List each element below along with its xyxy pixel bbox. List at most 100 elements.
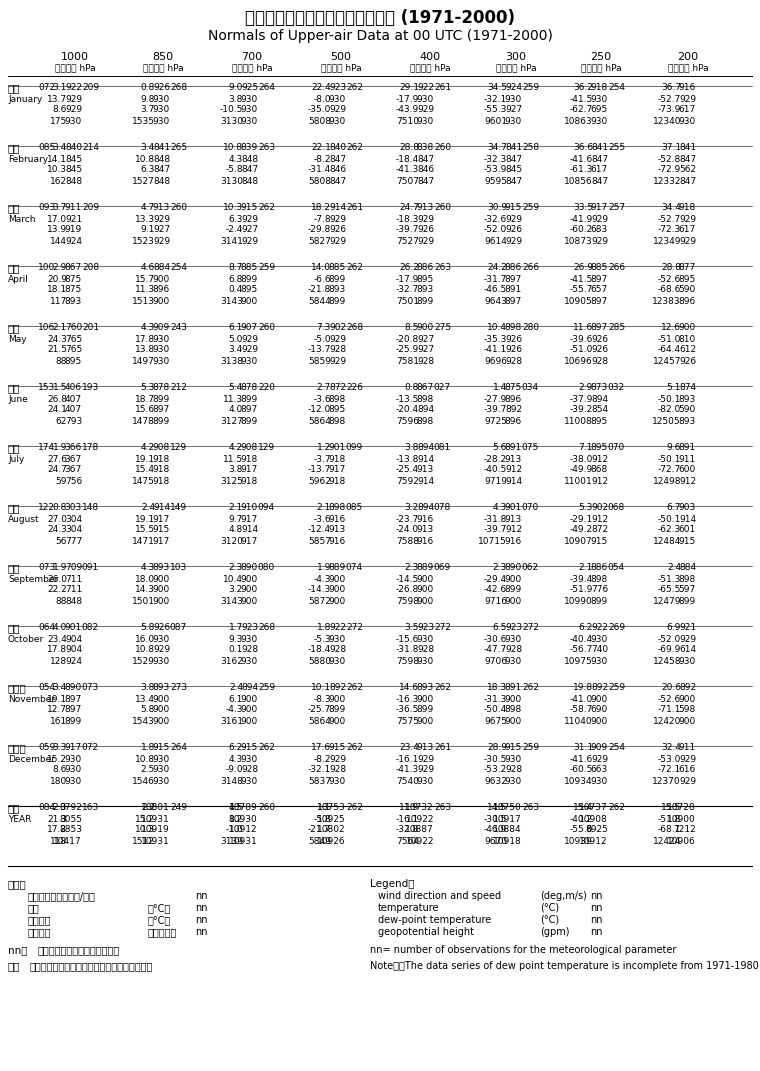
Text: 914: 914 bbox=[417, 477, 434, 485]
Text: 1529: 1529 bbox=[132, 657, 155, 665]
Text: 912: 912 bbox=[679, 477, 696, 485]
Text: 885: 885 bbox=[329, 263, 346, 272]
Text: -32.8: -32.8 bbox=[396, 826, 419, 834]
Text: 262: 262 bbox=[346, 144, 363, 152]
Text: 23.4: 23.4 bbox=[399, 743, 419, 753]
Text: -52.8: -52.8 bbox=[657, 154, 681, 164]
Text: 2.1: 2.1 bbox=[579, 563, 593, 573]
Text: 8792: 8792 bbox=[59, 803, 82, 813]
Text: -50.1: -50.1 bbox=[657, 454, 681, 464]
Text: 908: 908 bbox=[241, 443, 258, 453]
Text: 10728: 10728 bbox=[667, 803, 696, 813]
Text: April: April bbox=[8, 274, 29, 284]
Text: -49.2: -49.2 bbox=[570, 526, 593, 534]
Text: 930: 930 bbox=[65, 766, 82, 774]
Text: 930: 930 bbox=[329, 776, 346, 785]
Text: 11.3: 11.3 bbox=[135, 286, 155, 295]
Text: 8.2: 8.2 bbox=[229, 815, 243, 824]
Text: 2.5: 2.5 bbox=[141, 766, 155, 774]
Text: 847: 847 bbox=[679, 154, 696, 164]
Text: 590: 590 bbox=[679, 286, 696, 295]
Text: 899: 899 bbox=[241, 394, 258, 404]
Text: 074: 074 bbox=[346, 563, 363, 573]
Text: wind direction and speed: wind direction and speed bbox=[378, 891, 501, 901]
Text: 3.8: 3.8 bbox=[141, 683, 155, 693]
Text: 3.1: 3.1 bbox=[52, 84, 67, 92]
Text: 3127: 3127 bbox=[220, 417, 243, 425]
Text: -38.0: -38.0 bbox=[570, 454, 593, 464]
Text: 37.1: 37.1 bbox=[661, 144, 681, 152]
Text: 918: 918 bbox=[153, 477, 170, 485]
Text: （°C）: （°C） bbox=[148, 915, 171, 925]
Text: 100: 100 bbox=[38, 263, 55, 272]
Text: 072: 072 bbox=[38, 84, 55, 92]
Text: 溫度: 溫度 bbox=[28, 903, 40, 912]
Text: 929: 929 bbox=[591, 237, 608, 245]
Text: 4.0: 4.0 bbox=[229, 406, 243, 414]
Text: 118: 118 bbox=[49, 836, 67, 845]
Text: -17.9: -17.9 bbox=[396, 94, 419, 104]
Text: 10863: 10863 bbox=[564, 117, 593, 125]
Text: 263: 263 bbox=[434, 803, 451, 813]
Text: 4.2: 4.2 bbox=[141, 443, 155, 453]
Text: -16.3: -16.3 bbox=[396, 694, 419, 704]
Text: 908: 908 bbox=[153, 443, 170, 453]
Text: -25.7: -25.7 bbox=[308, 706, 331, 714]
Text: 5.1: 5.1 bbox=[667, 383, 681, 392]
Text: 304: 304 bbox=[65, 526, 82, 534]
Text: -35.3: -35.3 bbox=[483, 334, 507, 344]
Text: 899: 899 bbox=[591, 597, 608, 605]
Text: 927: 927 bbox=[153, 226, 170, 235]
Text: 929: 929 bbox=[329, 214, 346, 224]
Text: 6.3: 6.3 bbox=[141, 166, 155, 175]
Text: 8055: 8055 bbox=[59, 815, 82, 824]
Text: 百帕斯卡 hPa: 百帕斯卡 hPa bbox=[581, 63, 622, 73]
Text: 10.1: 10.1 bbox=[311, 683, 331, 693]
Text: 929: 929 bbox=[153, 237, 170, 245]
Text: 900: 900 bbox=[416, 597, 434, 605]
Text: 902: 902 bbox=[591, 503, 608, 513]
Text: 175: 175 bbox=[49, 117, 67, 125]
Text: 900: 900 bbox=[329, 597, 346, 605]
Text: 080: 080 bbox=[258, 563, 275, 573]
Text: 891: 891 bbox=[505, 683, 522, 693]
Text: 900: 900 bbox=[241, 716, 258, 725]
Text: 929: 929 bbox=[153, 646, 170, 654]
Text: 917: 917 bbox=[153, 537, 170, 545]
Text: 889: 889 bbox=[416, 563, 434, 573]
Text: 9.7: 9.7 bbox=[229, 514, 243, 524]
Text: 254: 254 bbox=[170, 263, 187, 272]
Text: 927: 927 bbox=[417, 346, 434, 355]
Text: 930: 930 bbox=[153, 657, 170, 665]
Text: -60.2: -60.2 bbox=[570, 226, 593, 235]
Text: -16.1: -16.1 bbox=[396, 754, 419, 764]
Text: -41.3: -41.3 bbox=[396, 766, 419, 774]
Text: 929: 929 bbox=[505, 214, 522, 224]
Text: (°C): (°C) bbox=[540, 915, 559, 925]
Text: 616: 616 bbox=[679, 766, 696, 774]
Text: 10926: 10926 bbox=[318, 836, 346, 845]
Text: 9716: 9716 bbox=[484, 597, 507, 605]
Text: dew-point temperature: dew-point temperature bbox=[378, 915, 491, 925]
Text: -30.5: -30.5 bbox=[483, 754, 507, 764]
Text: 909: 909 bbox=[591, 743, 608, 753]
Text: 915: 915 bbox=[505, 203, 522, 212]
Text: 十一月: 十一月 bbox=[8, 683, 27, 693]
Text: 854: 854 bbox=[591, 406, 608, 414]
Text: 872: 872 bbox=[591, 526, 608, 534]
Text: 896: 896 bbox=[505, 394, 522, 404]
Text: 220: 220 bbox=[258, 383, 275, 392]
Text: 922: 922 bbox=[65, 84, 82, 92]
Text: 913: 913 bbox=[505, 454, 522, 464]
Text: 13.4: 13.4 bbox=[135, 694, 155, 704]
Text: -36.5: -36.5 bbox=[396, 706, 419, 714]
Text: -14.3: -14.3 bbox=[308, 586, 331, 594]
Text: 10802: 10802 bbox=[318, 826, 346, 834]
Text: 054: 054 bbox=[38, 683, 55, 693]
Text: 900: 900 bbox=[241, 574, 258, 584]
Text: 926: 926 bbox=[329, 226, 346, 235]
Text: 895: 895 bbox=[329, 406, 346, 414]
Text: 900: 900 bbox=[153, 586, 170, 594]
Text: -1.0: -1.0 bbox=[226, 826, 243, 834]
Text: 百帕斯卡 hPa: 百帕斯卡 hPa bbox=[232, 63, 272, 73]
